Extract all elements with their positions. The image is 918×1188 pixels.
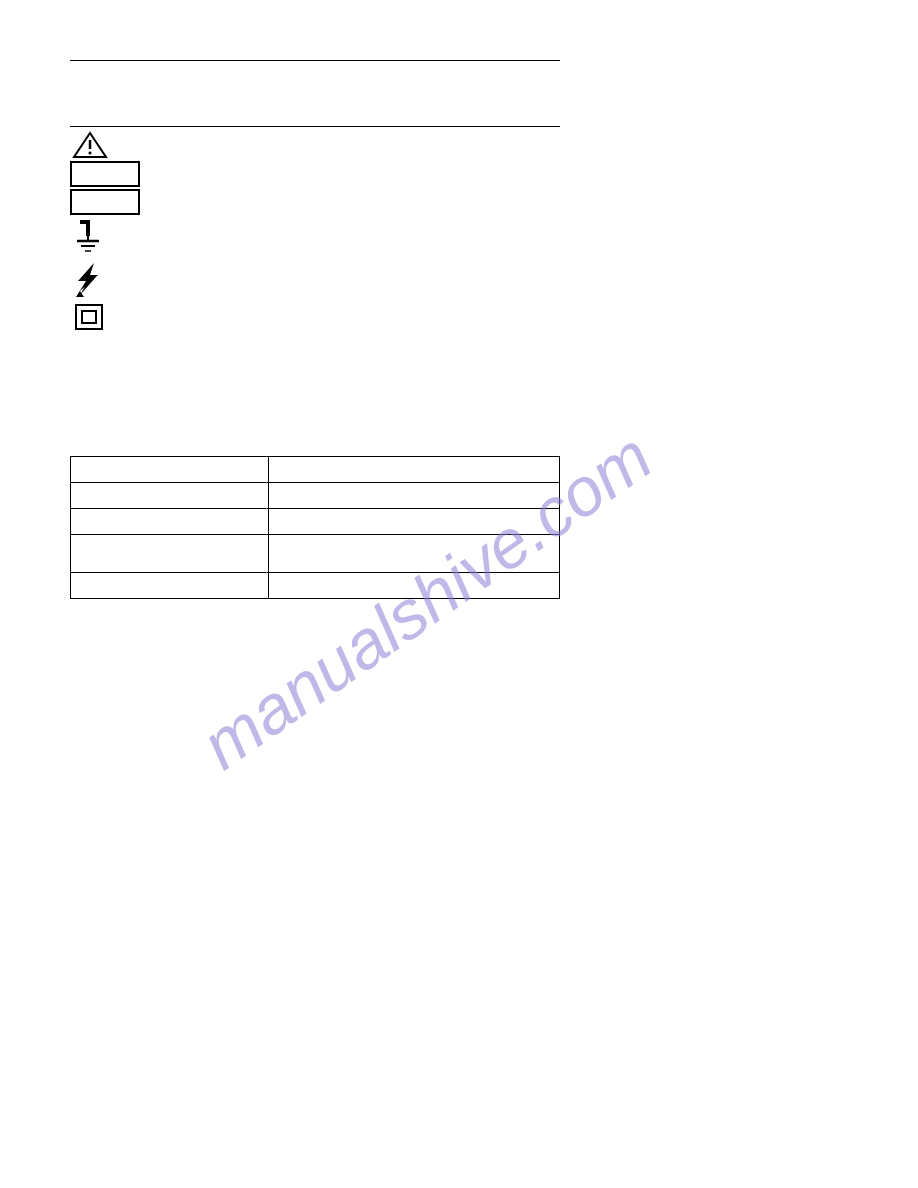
table-cell bbox=[71, 509, 269, 535]
table-cell bbox=[268, 483, 559, 509]
symbol-warning bbox=[70, 131, 140, 159]
table-row bbox=[71, 509, 560, 535]
box-outline-icon bbox=[70, 161, 140, 187]
table-cell bbox=[268, 509, 559, 535]
symbol-lightning bbox=[70, 263, 140, 299]
double-square-icon bbox=[74, 303, 104, 331]
horizontal-rule-mid bbox=[70, 126, 560, 127]
table-cell bbox=[268, 573, 559, 599]
specifications-table bbox=[70, 456, 560, 599]
horizontal-rule-top bbox=[70, 60, 560, 61]
symbol-double-insulation bbox=[70, 301, 140, 331]
table-cell bbox=[268, 535, 559, 573]
table-cell bbox=[71, 535, 269, 573]
ground-icon bbox=[75, 219, 105, 261]
warning-triangle-icon bbox=[72, 131, 108, 159]
table-row bbox=[71, 483, 560, 509]
table-cell bbox=[268, 457, 559, 483]
page-content bbox=[70, 60, 560, 599]
symbol-ground bbox=[70, 215, 140, 261]
box-outline-icon bbox=[70, 189, 140, 215]
table-row bbox=[71, 535, 560, 573]
table-row bbox=[71, 573, 560, 599]
table-cell bbox=[71, 573, 269, 599]
table-cell bbox=[71, 457, 269, 483]
table-cell bbox=[71, 483, 269, 509]
table-row bbox=[71, 457, 560, 483]
lightning-icon bbox=[72, 263, 104, 299]
symbols-list bbox=[70, 131, 140, 331]
